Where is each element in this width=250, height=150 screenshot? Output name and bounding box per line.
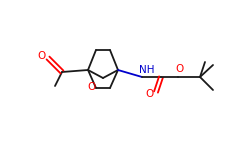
Text: O: O [87,82,95,92]
Text: O: O [146,89,154,99]
Text: NH: NH [139,65,155,75]
Text: O: O [175,64,183,74]
Text: O: O [38,51,46,61]
